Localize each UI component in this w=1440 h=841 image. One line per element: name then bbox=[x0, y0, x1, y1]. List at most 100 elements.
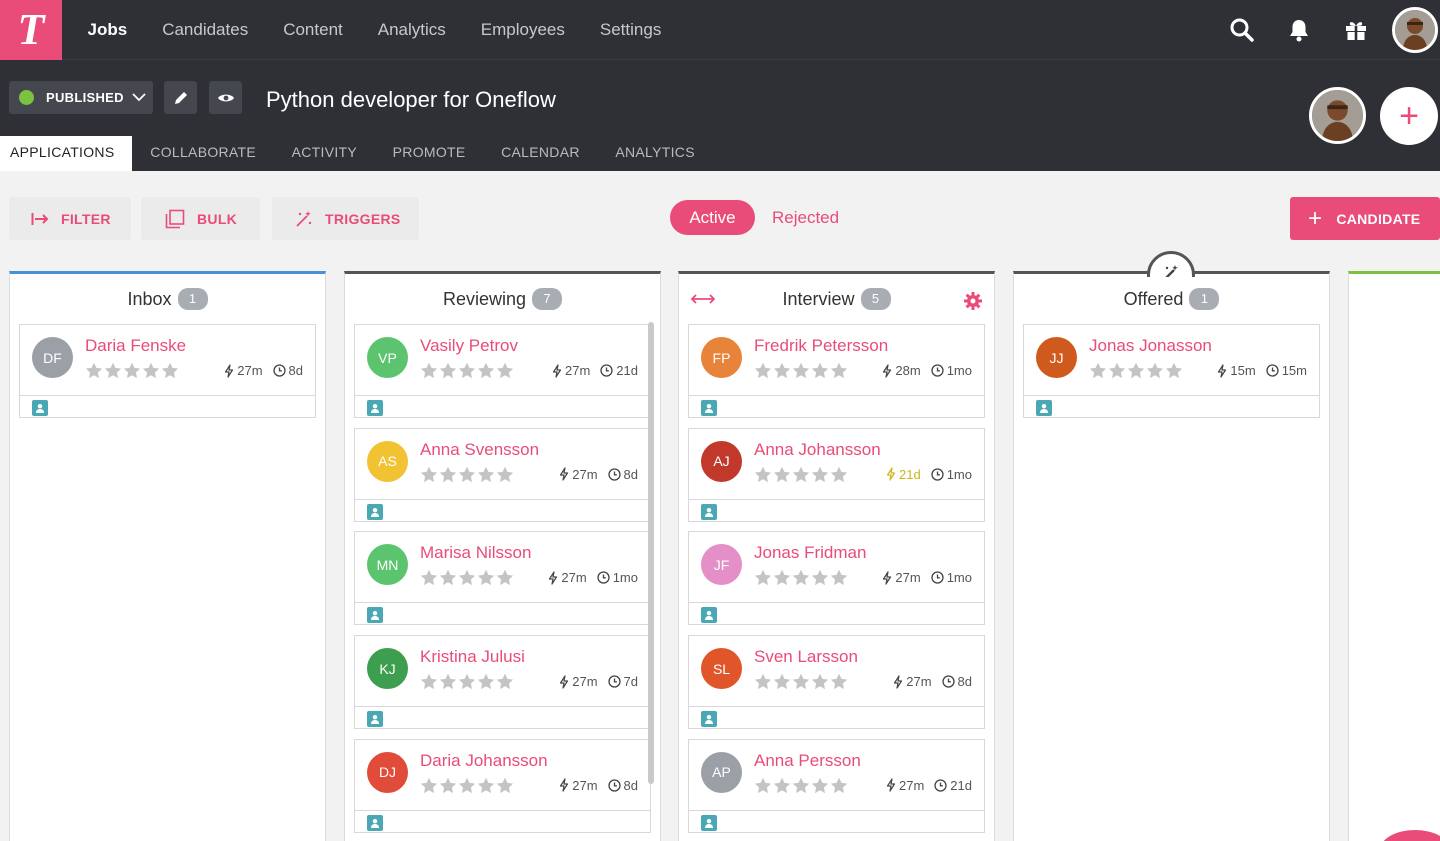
star-icon[interactable] bbox=[773, 673, 791, 690]
candidate-card[interactable]: VP Vasily Petrov 27m 21d bbox=[354, 324, 651, 418]
candidate-name[interactable]: Marisa Nilsson bbox=[420, 543, 532, 563]
candidate-name[interactable]: Sven Larsson bbox=[754, 647, 858, 667]
star-icon[interactable] bbox=[420, 569, 438, 586]
star-icon[interactable] bbox=[496, 362, 514, 379]
nav-analytics[interactable]: Analytics bbox=[377, 20, 446, 39]
star-icon[interactable] bbox=[830, 466, 848, 483]
star-icon[interactable] bbox=[496, 777, 514, 794]
tab-activity[interactable]: ACTIVITY bbox=[291, 144, 358, 160]
star-icon[interactable] bbox=[420, 466, 438, 483]
preview-job-button[interactable] bbox=[209, 81, 242, 114]
star-icon[interactable] bbox=[477, 569, 495, 586]
star-icon[interactable] bbox=[773, 569, 791, 586]
star-icon[interactable] bbox=[792, 466, 810, 483]
profile-badge[interactable] bbox=[367, 814, 383, 831]
tab-applications[interactable]: APPLICATIONS bbox=[0, 136, 133, 171]
nav-settings[interactable]: Settings bbox=[599, 20, 662, 39]
star-icon[interactable] bbox=[1089, 362, 1107, 379]
star-icon[interactable] bbox=[773, 777, 791, 794]
candidate-name[interactable]: Kristina Julusi bbox=[420, 647, 525, 667]
candidate-card[interactable]: SL Sven Larsson 27m 8d bbox=[688, 635, 985, 730]
candidate-card[interactable]: AJ Anna Johansson 21d 1mo bbox=[688, 427, 985, 522]
candidate-name[interactable]: Daria Johansson bbox=[420, 750, 548, 770]
star-icon[interactable] bbox=[477, 673, 495, 690]
star-icon[interactable] bbox=[1127, 362, 1145, 379]
bulk-button[interactable]: BULK bbox=[141, 197, 260, 240]
profile-badge[interactable] bbox=[701, 607, 717, 624]
star-icon[interactable] bbox=[439, 569, 457, 586]
filter-button[interactable]: FILTER bbox=[9, 197, 131, 240]
profile-badge[interactable] bbox=[367, 400, 383, 416]
add-candidate-button[interactable]: + CANDIDATE bbox=[1290, 197, 1440, 240]
star-icon[interactable] bbox=[811, 777, 829, 794]
star-icon[interactable] bbox=[477, 466, 495, 483]
app-logo[interactable]: T bbox=[0, 0, 62, 60]
star-icon[interactable] bbox=[161, 362, 179, 379]
tab-promote[interactable]: PROMOTE bbox=[392, 144, 466, 160]
candidate-name[interactable]: Fredrik Petersson bbox=[754, 336, 889, 355]
nav-candidates[interactable]: Candidates bbox=[162, 20, 249, 39]
star-icon[interactable] bbox=[830, 362, 848, 379]
star-icon[interactable] bbox=[458, 777, 476, 794]
profile-badge[interactable] bbox=[701, 814, 717, 831]
star-icon[interactable] bbox=[496, 569, 514, 586]
candidate-card[interactable]: AP Anna Persson 27m 21d bbox=[688, 738, 985, 833]
candidate-card[interactable]: DF Daria Fenske 27m 8d bbox=[19, 324, 316, 418]
star-icon[interactable] bbox=[496, 673, 514, 690]
star-icon[interactable] bbox=[754, 362, 772, 379]
star-icon[interactable] bbox=[458, 362, 476, 379]
candidate-card[interactable]: DJ Daria Johansson 27m 8d bbox=[354, 738, 651, 833]
star-icon[interactable] bbox=[830, 777, 848, 794]
tab-calendar[interactable]: CALENDAR bbox=[501, 144, 580, 160]
star-icon[interactable] bbox=[1108, 362, 1126, 379]
star-icon[interactable] bbox=[420, 673, 438, 690]
star-icon[interactable] bbox=[458, 466, 476, 483]
star-icon[interactable] bbox=[811, 362, 829, 379]
job-owner-avatar[interactable] bbox=[1309, 87, 1366, 144]
tab-collaborate[interactable]: COLLABORATE bbox=[150, 144, 257, 160]
star-icon[interactable] bbox=[458, 569, 476, 586]
profile-badge[interactable] bbox=[701, 400, 717, 416]
star-icon[interactable] bbox=[104, 362, 122, 379]
star-icon[interactable] bbox=[142, 362, 160, 379]
star-icon[interactable] bbox=[439, 777, 457, 794]
profile-badge[interactable] bbox=[367, 607, 383, 624]
trigger-indicator[interactable] bbox=[1147, 251, 1195, 277]
rejected-filter-link[interactable]: Rejected bbox=[772, 208, 840, 227]
profile-badge[interactable] bbox=[367, 503, 383, 520]
profile-badge[interactable] bbox=[1036, 400, 1052, 416]
star-icon[interactable] bbox=[754, 777, 772, 794]
star-icon[interactable] bbox=[1146, 362, 1164, 379]
star-icon[interactable] bbox=[458, 673, 476, 690]
star-icon[interactable] bbox=[811, 569, 829, 586]
star-icon[interactable] bbox=[811, 673, 829, 690]
star-icon[interactable] bbox=[439, 362, 457, 379]
star-icon[interactable] bbox=[477, 362, 495, 379]
user-avatar[interactable] bbox=[1392, 7, 1438, 53]
star-icon[interactable] bbox=[792, 777, 810, 794]
candidate-card[interactable]: JJ Jonas Jonasson 15m 15m bbox=[1023, 324, 1320, 418]
candidate-name[interactable]: Jonas Fridman bbox=[754, 543, 867, 563]
candidate-name[interactable]: Anna Johansson bbox=[754, 439, 881, 459]
star-icon[interactable] bbox=[420, 362, 438, 379]
profile-badge[interactable] bbox=[701, 503, 717, 520]
star-icon[interactable] bbox=[773, 466, 791, 483]
status-dropdown[interactable]: PUBLISHED bbox=[9, 81, 153, 114]
candidate-card[interactable]: AS Anna Svensson 27m 8d bbox=[354, 427, 651, 522]
candidate-name[interactable]: Vasily Petrov bbox=[420, 336, 518, 355]
star-icon[interactable] bbox=[830, 569, 848, 586]
edit-job-button[interactable] bbox=[164, 81, 197, 114]
nav-content[interactable]: Content bbox=[283, 20, 343, 39]
profile-badge[interactable] bbox=[367, 711, 383, 728]
nav-jobs[interactable]: Jobs bbox=[87, 20, 128, 39]
star-icon[interactable] bbox=[830, 673, 848, 690]
star-icon[interactable] bbox=[792, 362, 810, 379]
star-icon[interactable] bbox=[792, 673, 810, 690]
star-icon[interactable] bbox=[123, 362, 141, 379]
nav-employees[interactable]: Employees bbox=[480, 20, 565, 39]
bell-icon[interactable] bbox=[1270, 0, 1327, 60]
candidate-card[interactable]: KJ Kristina Julusi 27m 7d bbox=[354, 635, 651, 730]
profile-badge[interactable] bbox=[701, 711, 717, 728]
candidate-name[interactable]: Anna Persson bbox=[754, 750, 861, 770]
add-team-member-button[interactable]: + bbox=[1380, 87, 1438, 145]
